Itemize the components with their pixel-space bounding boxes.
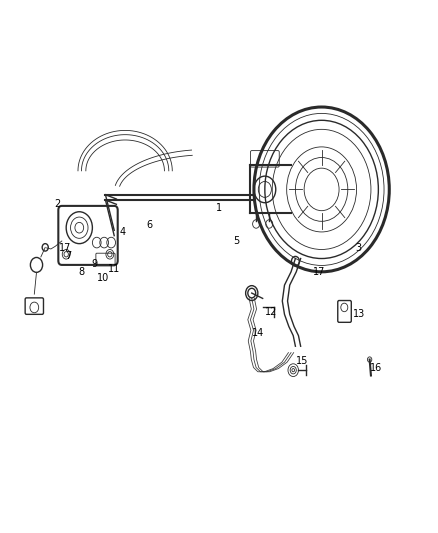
Text: 7: 7 [65,251,71,261]
Text: 15: 15 [296,356,308,366]
Text: 1: 1 [216,203,222,213]
Text: 16: 16 [370,362,382,373]
Text: 11: 11 [108,264,120,274]
Text: 4: 4 [120,227,126,237]
Text: 10: 10 [97,273,110,283]
Text: 5: 5 [233,236,240,246]
Text: 9: 9 [92,259,98,269]
Text: 17: 17 [59,243,71,253]
Text: 17: 17 [313,267,325,277]
Text: 14: 14 [252,328,265,338]
Text: 6: 6 [146,220,152,230]
Text: 8: 8 [78,267,85,277]
Text: 2: 2 [54,199,60,209]
Text: 13: 13 [353,309,365,319]
Text: 3: 3 [356,243,362,253]
Text: 12: 12 [265,306,278,317]
